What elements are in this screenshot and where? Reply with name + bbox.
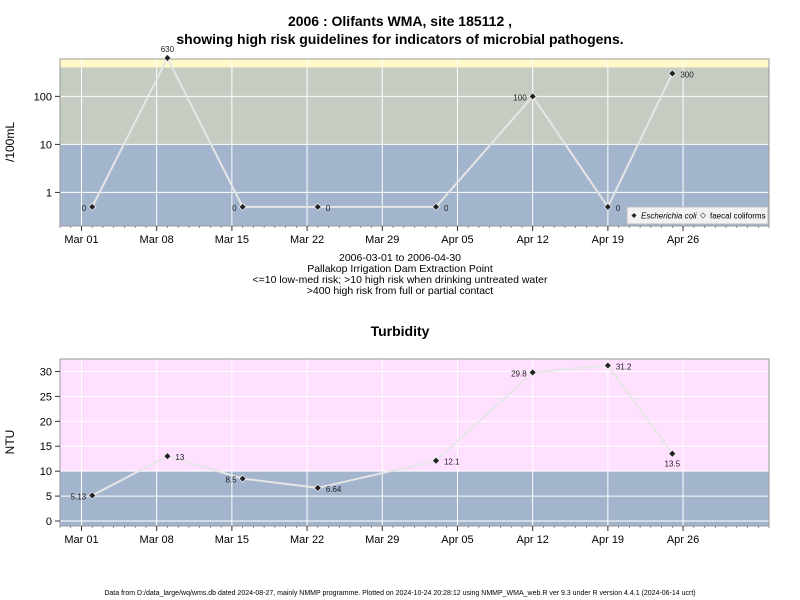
y-tick-label: 10 [40, 139, 52, 151]
y-tick-label: 1 [46, 187, 52, 199]
data-label: 100 [513, 93, 527, 102]
data-point [88, 202, 97, 211]
chart-1-plot: Mar 01 Mar 08 Mar 15 Mar 22 Mar 29 Apr 05 Apr … [3, 45, 770, 246]
x-tick-label: Mar 01 [64, 534, 98, 546]
legend-box [626, 206, 769, 225]
data-label: 630 [161, 45, 175, 54]
data-label: 0 [444, 204, 449, 213]
x-tick-label: Apr 05 [441, 534, 473, 546]
x-tick-label: Mar 22 [290, 234, 324, 246]
y-tick-label: 20 [40, 416, 52, 428]
legend-marker-faecal [700, 212, 706, 219]
data-label: 0 [82, 204, 87, 213]
y-axis-title: NTU [3, 430, 17, 455]
data-label: 31.2 [616, 362, 632, 371]
y-tick-label: 30 [40, 366, 52, 378]
y-tick-label: 0 [46, 516, 52, 528]
data-label: 13.5 [665, 460, 681, 469]
legend-label-ecoli: Escherichia coli [641, 212, 697, 221]
y-tick-label: 100 [34, 91, 52, 103]
x-tick-label: Mar 08 [140, 234, 174, 246]
x-tick-label: Apr 05 [441, 234, 473, 246]
data-label: 0 [326, 204, 331, 213]
data-label: 5.13 [71, 492, 87, 501]
chart1-subtitle-guideline-1: <=10 low-med risk; >10 high risk when dr… [252, 274, 548, 286]
data-point [603, 202, 612, 211]
data-point [313, 202, 322, 211]
x-tick-label: Apr 26 [667, 234, 699, 246]
data-label: 29.8 [511, 369, 527, 378]
x-tick-label: Apr 26 [667, 534, 699, 546]
x-tick-label: Mar 29 [365, 534, 399, 546]
x-tick-label: Apr 12 [516, 534, 548, 546]
x-tick-label: Mar 15 [215, 534, 249, 546]
data-label: 0 [616, 204, 621, 213]
data-label: 300 [680, 70, 694, 79]
footer-note: Data from D:/data_large/wq/wms.db dated … [104, 590, 696, 597]
chart1-subtitle-dates: 2006-03-01 to 2006-04-30 [338, 252, 461, 264]
y-tick-label: 25 [40, 391, 52, 403]
chart1-subtitle-guideline-2: >400 high risk from full or partial cont… [306, 285, 494, 297]
data-label: 0 [232, 204, 237, 213]
data-point [238, 202, 247, 211]
legend-marker-ecoli [631, 213, 637, 218]
x-tick-label: Mar 15 [215, 234, 249, 246]
data-point [313, 483, 322, 492]
data-point [432, 456, 440, 465]
data-label: 13 [175, 453, 184, 462]
data-label: 12.1 [444, 458, 460, 467]
chart1-title-line2: showing high risk guidelines for indicat… [176, 31, 624, 47]
risk-zone-2 [60, 359, 769, 472]
data-point [432, 202, 440, 211]
data-point [668, 69, 677, 78]
data-point [238, 474, 247, 483]
y-tick-label: 15 [40, 441, 52, 453]
y-tick-label: 10 [40, 466, 52, 478]
chart2-title: Turbidity [370, 323, 430, 339]
x-tick-label: Apr 19 [592, 534, 624, 546]
series-line [91, 55, 674, 209]
data-point [528, 92, 537, 101]
y-axis-title: /100mL [3, 122, 17, 162]
data-point [163, 54, 172, 62]
series-line [91, 364, 674, 497]
data-point [88, 491, 97, 500]
data-label: 6.64 [326, 485, 342, 494]
x-tick-label: Apr 19 [592, 234, 624, 246]
risk-zone-3 [60, 59, 769, 68]
legend-label-faecal: faecal coliforms [710, 212, 766, 221]
x-tick-label: Mar 22 [290, 534, 324, 546]
data-label: 8.5 [225, 476, 237, 485]
y-tick-label: 5 [46, 491, 52, 503]
data-point [163, 452, 172, 461]
data-point [603, 361, 612, 370]
chart-2-plot: Mar 01 Mar 08 Mar 15 Mar 22 Mar 29 Apr 05 Apr … [3, 358, 770, 546]
x-tick-label: Apr 12 [516, 234, 548, 246]
x-tick-label: Mar 29 [365, 234, 399, 246]
risk-zone-1 [60, 471, 769, 526]
data-point [668, 449, 677, 458]
data-point [528, 368, 537, 377]
risk-zone-2 [60, 67, 769, 145]
x-tick-label: Mar 08 [140, 534, 174, 546]
chart1-title-line1: 2006 : Olifants WMA, site 185112 , [287, 13, 513, 29]
x-tick-label: Mar 01 [64, 234, 98, 246]
chart1-subtitle-site: Pallakop Irrigation Dam Extraction Point [307, 263, 493, 275]
